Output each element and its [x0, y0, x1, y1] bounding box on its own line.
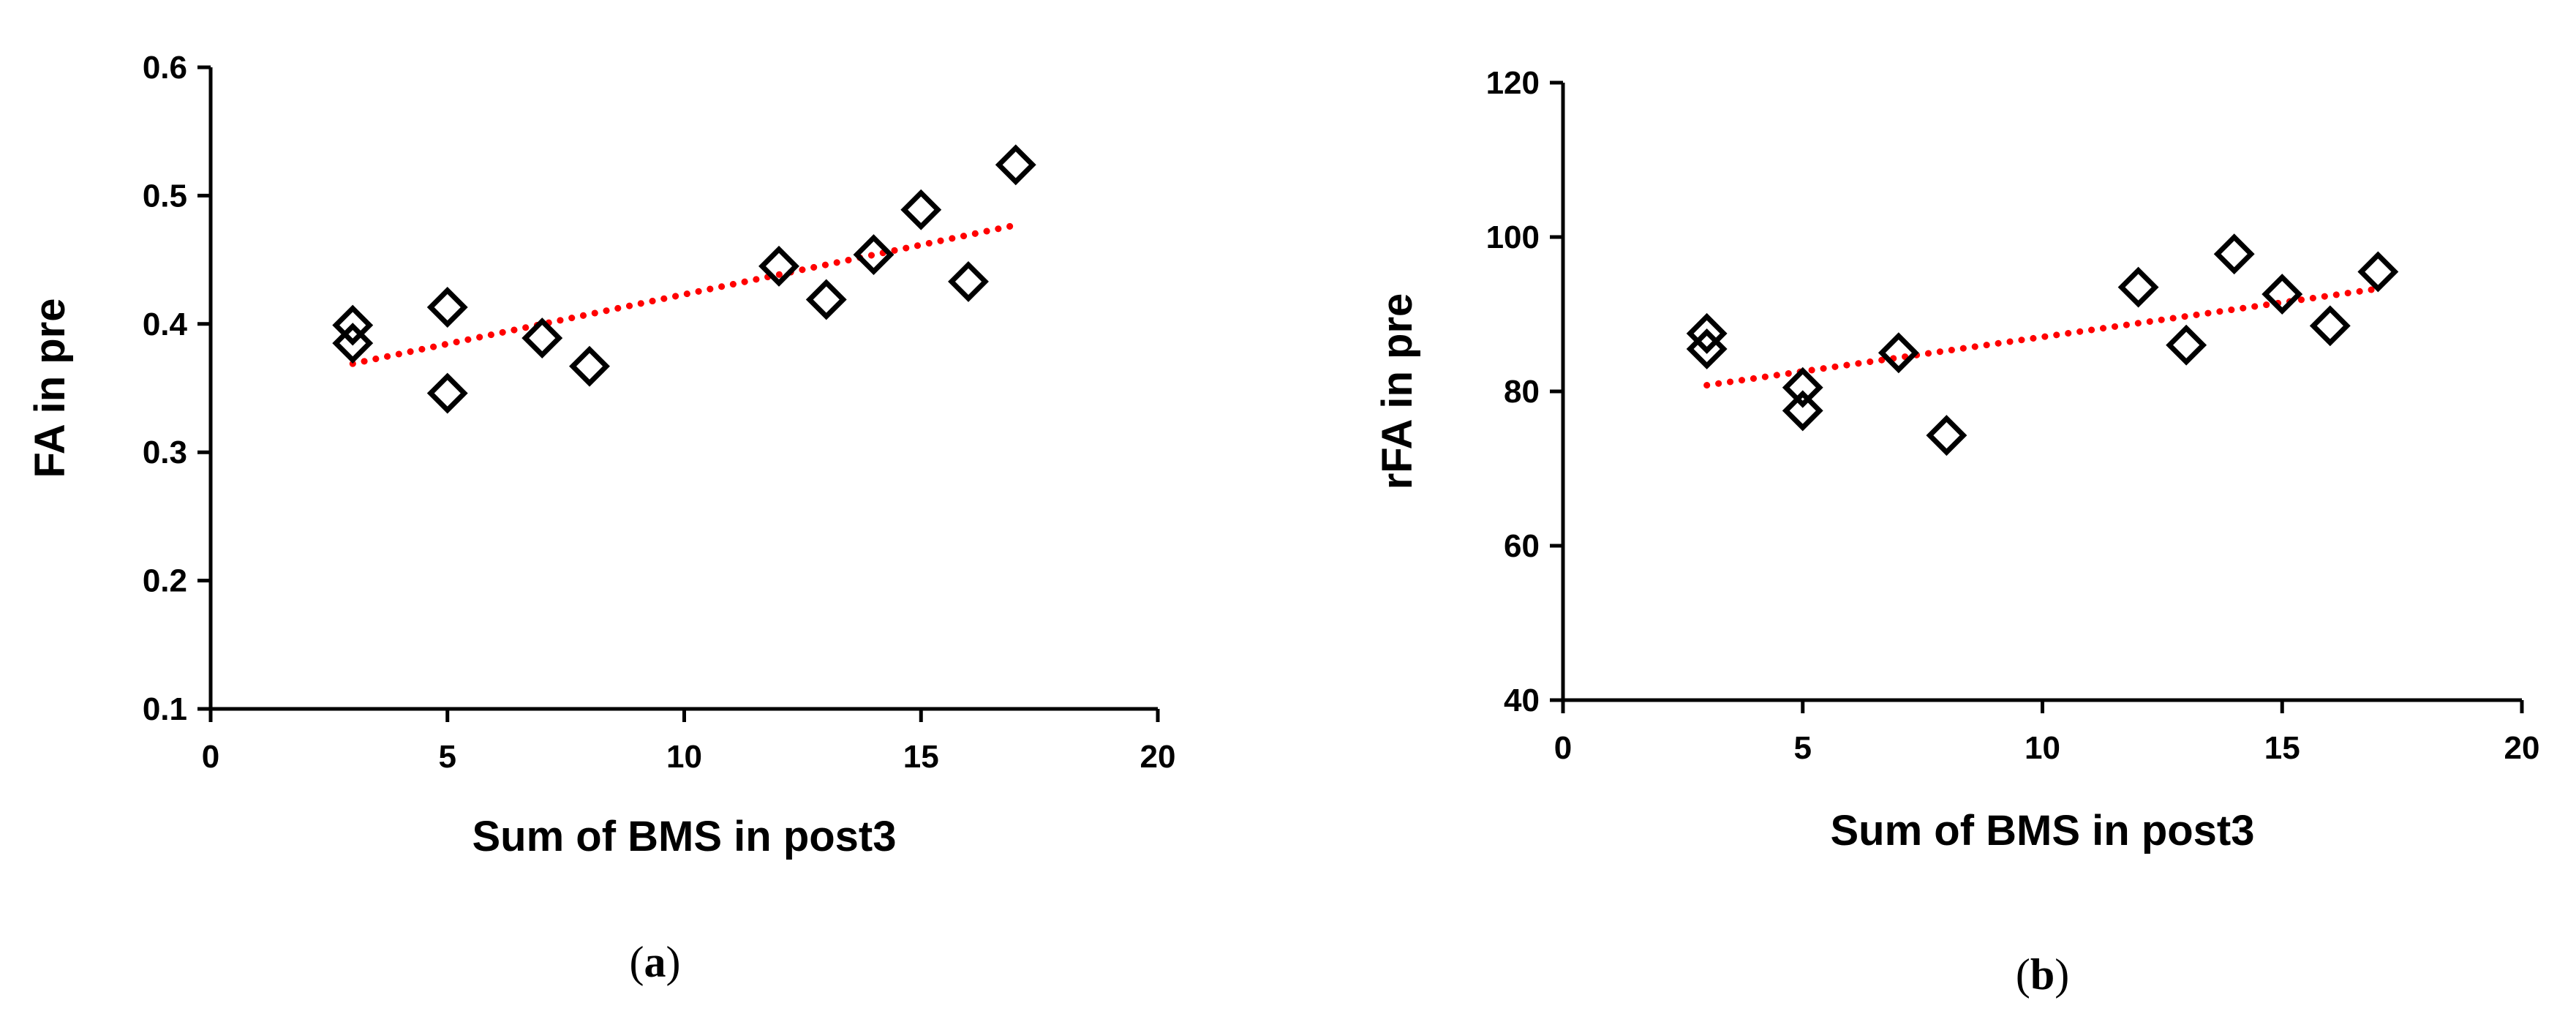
- x-tick-label: 20: [2504, 730, 2540, 766]
- data-point: [853, 234, 895, 276]
- data-point: [758, 245, 799, 287]
- data-point: [1926, 415, 1967, 456]
- y-tick-label: 0.1: [143, 691, 187, 727]
- x-tick-label: 15: [903, 739, 939, 775]
- data-point: [569, 345, 610, 387]
- x-axis-label: Sum of BMS in post3: [472, 813, 897, 860]
- data-point: [426, 287, 468, 328]
- data-point: [900, 189, 942, 230]
- x-tick-label: 0: [202, 739, 219, 775]
- data-point: [1686, 312, 1728, 354]
- panel-paren: (: [630, 938, 644, 986]
- data-point: [2309, 305, 2351, 347]
- chart-panel-b: 40 60 80 100 120 0 5 10 15 20 Sum of BMS in post3 r…: [1374, 65, 2539, 999]
- panel-paren: ): [2055, 950, 2069, 999]
- y-tick-label: 40: [1504, 683, 1540, 718]
- y-tick-label: 0.3: [143, 435, 187, 470]
- panel-label: (a): [630, 938, 681, 986]
- y-tick-label: 0.6: [143, 50, 187, 86]
- data-point: [2213, 233, 2255, 275]
- y-tick-label: 80: [1504, 374, 1540, 410]
- y-axis-label: rFA in pre: [1374, 293, 1421, 490]
- data-point: [2117, 266, 2159, 308]
- x-tick-label: 15: [2264, 730, 2300, 766]
- data-point: [1782, 390, 1823, 432]
- panel-paren: ): [666, 938, 681, 986]
- x-tick-label: 10: [666, 739, 702, 775]
- x-tick-label: 5: [1794, 730, 1812, 766]
- y-tick-label: 0.4: [143, 307, 188, 342]
- data-point: [426, 372, 468, 414]
- data-point: [2166, 324, 2207, 366]
- y-tick-label: 0.2: [143, 563, 187, 599]
- data-point: [805, 279, 847, 320]
- x-tick-label: 0: [1554, 730, 1572, 766]
- trendline: [349, 222, 1020, 367]
- data-point: [2261, 274, 2303, 315]
- y-axis-label: FA in pre: [26, 298, 74, 478]
- data-point: [1686, 328, 1728, 369]
- y-tick-label: 60: [1504, 528, 1540, 564]
- panel-paren: (: [2016, 950, 2030, 999]
- y-tick-label: 100: [1486, 219, 1540, 255]
- data-point: [995, 144, 1036, 186]
- chart-panel-a: 0.1 0.2 0.3 0.4 0.5 0.6 0 5 10 15 20 Sum of BMS in …: [26, 50, 1175, 986]
- trendline: [1703, 285, 2381, 389]
- x-tick-label: 20: [1140, 739, 1176, 775]
- panel-letter: b: [2030, 950, 2055, 999]
- x-tick-label: 5: [439, 739, 456, 775]
- data-point: [332, 304, 374, 346]
- data-point: [332, 323, 374, 364]
- x-tick-label: 10: [2025, 730, 2060, 766]
- data-point: [521, 318, 563, 359]
- x-axis-label: Sum of BMS in post3: [1831, 807, 2255, 854]
- data-point: [2357, 251, 2399, 293]
- panel-letter: a: [644, 938, 666, 986]
- data-point: [948, 260, 989, 302]
- data-point: [1782, 367, 1823, 408]
- y-tick-label: 120: [1486, 65, 1540, 101]
- data-point: [1878, 332, 1919, 374]
- panel-label: (b): [2016, 950, 2069, 999]
- y-tick-label: 0.5: [143, 178, 187, 214]
